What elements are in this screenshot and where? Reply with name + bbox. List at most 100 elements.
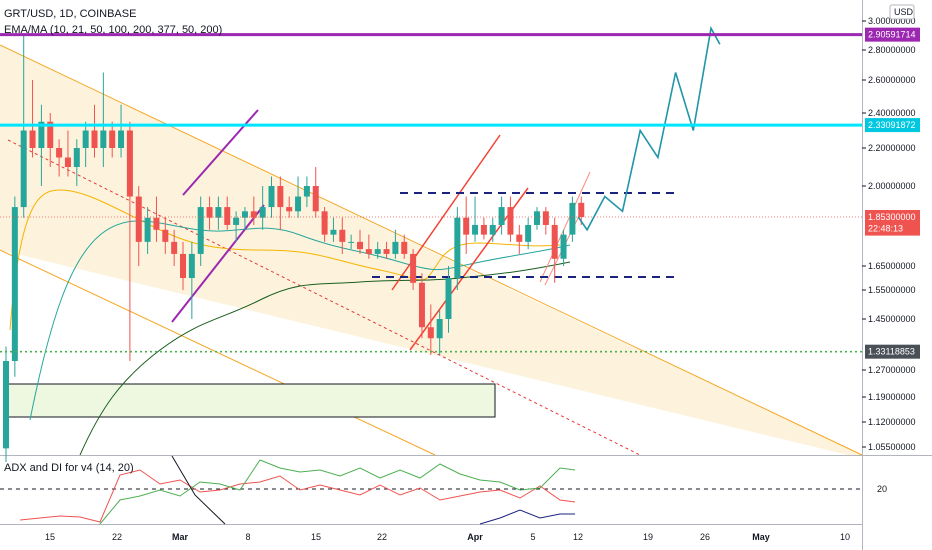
candle[interactable] — [64, 130, 71, 177]
candle[interactable] — [29, 80, 36, 158]
candle[interactable] — [472, 196, 479, 242]
candle[interactable] — [348, 234, 355, 250]
candle[interactable] — [357, 229, 363, 254]
candle[interactable] — [454, 207, 461, 290]
candle-body[interactable] — [268, 186, 275, 208]
candle[interactable] — [73, 139, 80, 186]
candle-body[interactable] — [365, 249, 372, 254]
candle-body[interactable] — [516, 234, 523, 242]
candle-body[interactable] — [480, 224, 487, 235]
candle-body[interactable] — [38, 121, 45, 148]
candle[interactable] — [109, 121, 116, 158]
candle-body[interactable] — [241, 211, 248, 218]
candle-body[interactable] — [410, 253, 417, 283]
candle[interactable] — [268, 176, 275, 218]
candle-body[interactable] — [91, 130, 98, 149]
candle-body[interactable] — [233, 217, 240, 225]
candle-body[interactable] — [357, 241, 363, 250]
candle-body[interactable] — [135, 196, 142, 242]
candle[interactable] — [233, 211, 240, 242]
adx-legend[interactable]: ADX and DI for v4 (14, 20) — [4, 462, 134, 474]
candle[interactable] — [392, 229, 399, 259]
candle-body[interactable] — [330, 229, 337, 235]
candle[interactable] — [224, 196, 231, 230]
candle-body[interactable] — [109, 130, 116, 149]
candle-body[interactable] — [534, 211, 540, 225]
candle[interactable] — [197, 196, 204, 266]
price-tag[interactable]: 2.33091872 — [865, 118, 920, 133]
candle-body[interactable] — [162, 229, 169, 242]
candle[interactable] — [162, 217, 169, 254]
candle[interactable] — [427, 304, 434, 356]
candle-body[interactable] — [215, 207, 222, 218]
candle[interactable] — [498, 196, 505, 235]
candle-body[interactable] — [118, 130, 125, 149]
candle-body[interactable] — [383, 249, 390, 254]
candle[interactable] — [241, 207, 248, 230]
candle-body[interactable] — [525, 224, 532, 242]
candle-body[interactable] — [551, 224, 558, 259]
candle-body[interactable] — [463, 217, 470, 235]
candle-body[interactable] — [224, 207, 231, 225]
candle-body[interactable] — [542, 211, 549, 225]
candle[interactable] — [38, 104, 45, 186]
pink-channel-top[interactable] — [539, 171, 591, 283]
candle-body[interactable] — [303, 186, 310, 197]
candle-body[interactable] — [197, 207, 204, 254]
candle-body[interactable] — [29, 130, 36, 149]
candle[interactable] — [365, 234, 372, 259]
demand-zone-box[interactable] — [4, 383, 496, 418]
price-axis[interactable]: 3.00000000 2.80000000 2.60000000 2.40000000… — [862, 16, 920, 452]
currency-badge[interactable] — [889, 4, 915, 20]
candle-body[interactable] — [144, 217, 151, 242]
candle[interactable] — [250, 196, 257, 225]
candle-body[interactable] — [286, 207, 293, 212]
candle[interactable] — [188, 241, 195, 319]
candle[interactable] — [56, 139, 63, 177]
candle[interactable] — [418, 273, 425, 339]
candle[interactable] — [303, 176, 310, 208]
candle[interactable] — [180, 241, 186, 290]
channel-upper-line[interactable] — [0, 44, 863, 456]
candle[interactable] — [339, 217, 346, 254]
adx-pane[interactable] — [0, 456, 862, 524]
candle-body[interactable] — [418, 282, 425, 328]
candle[interactable] — [91, 104, 98, 158]
purple-channel-bottom[interactable] — [171, 204, 265, 323]
candle[interactable] — [295, 176, 302, 218]
projection-path[interactable] — [577, 25, 721, 232]
candle-body[interactable] — [259, 207, 266, 218]
horizontal-levels[interactable] — [0, 33, 862, 353]
candle[interactable] — [330, 217, 337, 242]
candle-body[interactable] — [180, 253, 186, 278]
candle[interactable] — [516, 224, 523, 254]
candle[interactable] — [569, 196, 576, 242]
candle-body[interactable] — [374, 249, 381, 254]
candle-body[interactable] — [188, 253, 195, 278]
candle-body[interactable] — [295, 196, 302, 212]
candle-body[interactable] — [569, 202, 576, 235]
candle-body[interactable] — [507, 207, 514, 235]
candle-body[interactable] — [454, 217, 461, 278]
candle-body[interactable] — [82, 130, 89, 149]
candle[interactable] — [259, 186, 266, 230]
candle-body[interactable] — [436, 319, 443, 339]
candle[interactable] — [507, 196, 514, 242]
candle-body[interactable] — [73, 148, 80, 167]
candle-body[interactable] — [578, 202, 585, 217]
candle[interactable] — [312, 167, 319, 218]
candle[interactable] — [82, 121, 89, 167]
price-tag[interactable]: 1.33118853 — [865, 344, 920, 359]
candle[interactable] — [445, 266, 452, 333]
candle-body[interactable] — [3, 361, 9, 449]
candle[interactable] — [171, 229, 178, 266]
candle[interactable] — [525, 217, 532, 250]
candle[interactable] — [374, 241, 381, 259]
candle-body[interactable] — [498, 207, 505, 225]
candle[interactable] — [135, 186, 142, 266]
candle[interactable] — [321, 207, 328, 242]
price-tag[interactable]: 1.85300000 — [865, 210, 920, 224]
candle[interactable] — [126, 121, 133, 361]
candle-body[interactable] — [171, 241, 178, 254]
